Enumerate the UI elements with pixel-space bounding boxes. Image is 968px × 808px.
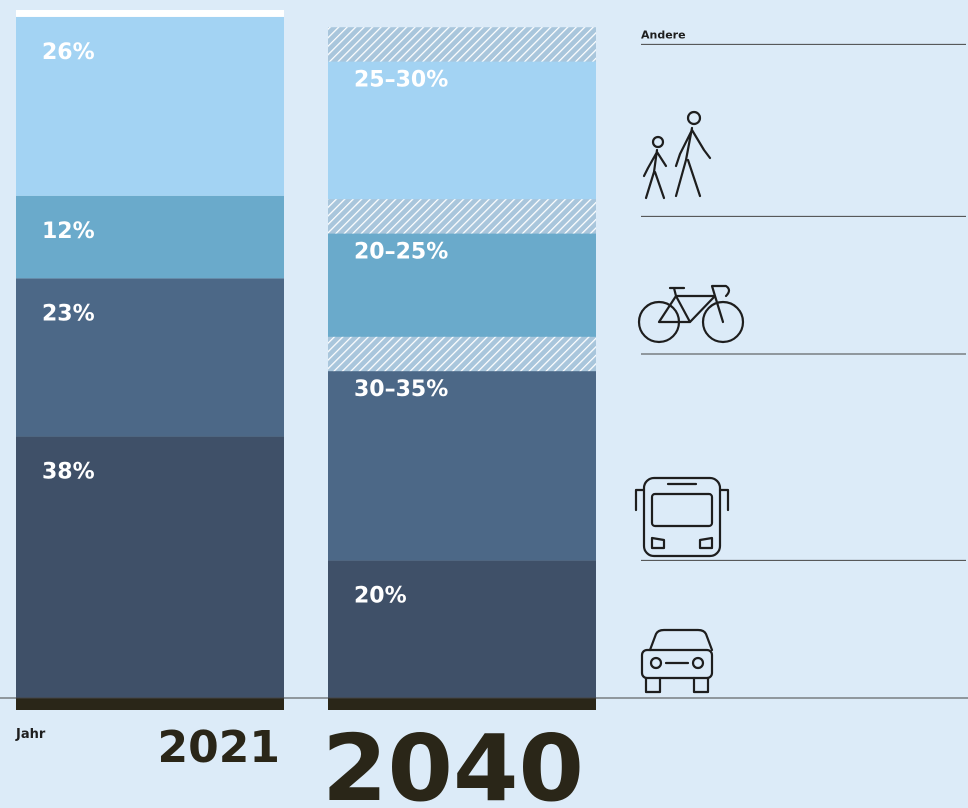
- bar-segment: [16, 16, 284, 196]
- value-label: 23%: [42, 301, 95, 326]
- bar-segment: [16, 436, 284, 698]
- walk-icon: [642, 110, 712, 200]
- baseline-bar: [328, 698, 596, 710]
- car-icon: [640, 628, 714, 694]
- range-hatch: [328, 27, 596, 62]
- value-label: 20–25%: [354, 239, 448, 264]
- bar-segment: [328, 354, 596, 561]
- icons: [634, 110, 745, 694]
- baseline-bar: [16, 698, 284, 710]
- value-label: 26%: [42, 40, 95, 65]
- value-label: 25–30%: [354, 67, 448, 92]
- bus-icon: [634, 476, 730, 558]
- bar-segment: [328, 560, 596, 698]
- bar-segment: [16, 195, 284, 279]
- x-axis-label: Jahr: [15, 727, 46, 742]
- category-label: 2040: [322, 715, 584, 808]
- bike-icon: [637, 284, 745, 344]
- bar-segment: [328, 216, 596, 354]
- bar-segment: [16, 10, 284, 17]
- value-label: 38%: [42, 460, 95, 485]
- value-label: 12%: [42, 219, 95, 244]
- range-hatch: [328, 336, 596, 372]
- bar-segment: [16, 278, 284, 437]
- value-label: 30–35%: [354, 377, 448, 402]
- legend-label: Andere: [641, 28, 686, 41]
- range-hatch: [328, 199, 596, 234]
- bar-segment: [328, 44, 596, 217]
- category-label: 2021: [158, 722, 280, 773]
- value-label: 20%: [354, 583, 407, 608]
